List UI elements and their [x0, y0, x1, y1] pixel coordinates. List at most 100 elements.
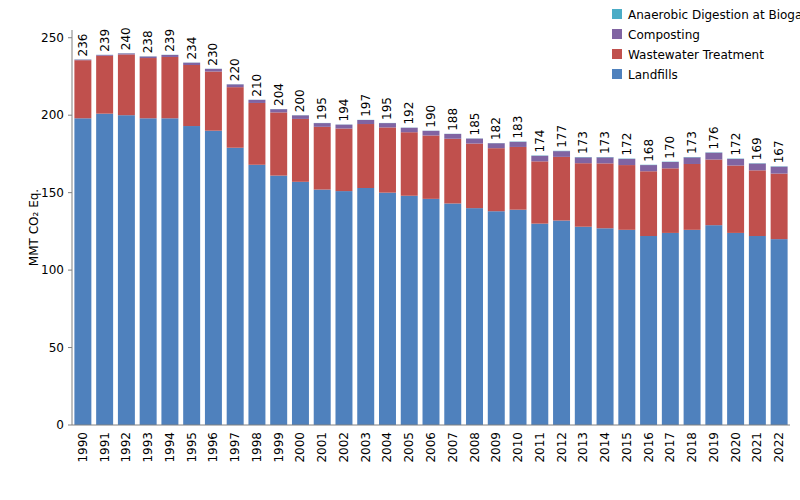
bar-segment [292, 119, 309, 182]
bar-segment [248, 165, 265, 425]
total-label: 195 [315, 97, 329, 120]
bar-segment [466, 138, 483, 139]
bar-segment [248, 103, 265, 165]
total-label: 238 [141, 30, 155, 53]
bar-segment [727, 159, 744, 166]
x-tick-label: 2006 [424, 432, 438, 463]
bar-segment [292, 115, 309, 119]
bar-segment [401, 127, 418, 128]
bar-segment [640, 165, 657, 171]
bar-segment [488, 148, 505, 211]
bar-segment [727, 158, 744, 159]
y-tick [68, 37, 72, 38]
x-tick-label: 2022 [772, 432, 786, 463]
bar-segment [161, 57, 178, 118]
y-tick-label: 0 [56, 418, 64, 432]
bar-segment [314, 127, 331, 190]
total-label: 194 [337, 99, 351, 122]
total-label: 197 [359, 94, 373, 117]
bar-segment [444, 139, 461, 204]
bar-segment [771, 174, 788, 240]
bar-segment [510, 147, 527, 210]
bar-segment [118, 53, 135, 54]
bar-segment [423, 199, 440, 425]
bar-segment [749, 163, 766, 164]
total-label: 174 [533, 130, 547, 153]
bar-segment [531, 155, 548, 156]
bar-segment [140, 56, 157, 57]
bar-segment [357, 188, 374, 425]
bar-segment [466, 139, 483, 144]
x-tick-label: 2003 [359, 432, 373, 463]
legend-swatch [612, 49, 622, 59]
y-tick-label: 50 [49, 341, 64, 355]
bar-segment [335, 125, 352, 129]
total-label: 200 [293, 89, 307, 112]
x-tick-label: 2013 [576, 432, 590, 463]
bar-segment [771, 239, 788, 425]
x-tick-label: 1998 [250, 432, 264, 463]
x-tick-label: 1997 [228, 432, 242, 463]
bar-segment [140, 58, 157, 118]
bar-segment [96, 114, 113, 425]
bar-segment [292, 182, 309, 425]
y-tick-label: 150 [41, 186, 64, 200]
bar-segment [379, 122, 396, 123]
bar-segment [640, 171, 657, 236]
total-label: 234 [185, 37, 199, 60]
bar-segment [444, 203, 461, 425]
bar-segment [553, 150, 570, 151]
bar-segment [488, 211, 505, 425]
bar-segment [510, 142, 527, 147]
bar-segment [575, 157, 592, 158]
bar-segment [379, 127, 396, 192]
total-label: 204 [272, 83, 286, 106]
bar-segment [749, 170, 766, 236]
bar-segment [466, 144, 483, 209]
x-tick-label: 1990 [76, 432, 90, 463]
x-tick-label: 2016 [642, 432, 656, 463]
x-tick-label: 2011 [533, 432, 547, 463]
legend-swatch [612, 29, 622, 39]
bar-segment [118, 53, 135, 54]
total-label: 239 [163, 29, 177, 52]
total-label: 230 [206, 43, 220, 66]
bar-segment [662, 233, 679, 425]
bar-segment [335, 124, 352, 125]
bar-segment [74, 59, 91, 60]
bar-segment [444, 133, 461, 134]
x-tick-label: 2005 [402, 432, 416, 463]
y-tick [68, 425, 72, 426]
bar-segment [161, 54, 178, 55]
x-tick-label: 1991 [98, 432, 112, 463]
bar-segment [423, 131, 440, 136]
x-tick-label: 2021 [750, 432, 764, 463]
bar-segment [662, 161, 679, 162]
y-tick-label: 250 [41, 31, 64, 45]
total-label: 239 [98, 29, 112, 52]
total-label: 173 [685, 131, 699, 154]
bar-segment [183, 126, 200, 425]
legend-swatch [612, 69, 622, 79]
total-label: 182 [489, 117, 503, 140]
bar-segment [771, 166, 788, 167]
x-tick-label: 2017 [663, 432, 677, 463]
bar-segment [335, 129, 352, 192]
bar-segment [749, 164, 766, 171]
total-label: 190 [424, 105, 438, 128]
x-tick-label: 1996 [206, 432, 220, 463]
total-label: 173 [576, 131, 590, 154]
x-tick-label: 2010 [511, 432, 525, 463]
bars [74, 53, 787, 425]
total-label: 192 [402, 102, 416, 125]
total-label: 168 [642, 139, 656, 162]
x-tick-label: 2007 [446, 432, 460, 463]
total-label: 185 [468, 113, 482, 136]
total-label: 170 [663, 136, 677, 159]
x-tick-label: 2018 [685, 432, 699, 463]
x-tick-label: 1999 [272, 432, 286, 463]
bar-segment [183, 63, 200, 65]
y-tick-label: 100 [41, 263, 64, 277]
bar-segment [401, 128, 418, 132]
y-tick [68, 270, 72, 271]
